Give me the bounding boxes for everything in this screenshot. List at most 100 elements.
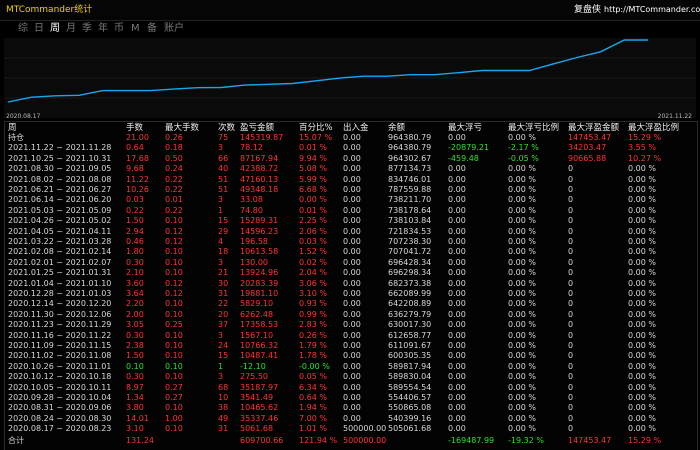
cell: 10766.32 (240, 341, 279, 350)
cell: 0.00 % (508, 330, 536, 340)
column-header: 最大手数 (165, 123, 200, 133)
cell: 6.34 % (299, 382, 327, 392)
cell: 0.00 (343, 237, 361, 246)
cell: 0.00 % (508, 351, 536, 361)
tab[interactable]: 周 (50, 23, 60, 34)
cell: 2.25 % (299, 216, 327, 226)
cell: 0.00 (448, 133, 466, 142)
cell: 0.00 % (628, 361, 656, 371)
cell: 3.10 % (299, 289, 327, 298)
tab[interactable]: M (131, 23, 140, 34)
cell: 0 (568, 382, 574, 392)
cell: 0.22 (165, 185, 183, 194)
cell: 662089.99 (388, 289, 432, 298)
cell: 51 (218, 174, 229, 184)
cell: 0.00 (448, 195, 466, 205)
tab[interactable]: 日 (34, 23, 44, 34)
cell: 0.00 % (508, 237, 536, 246)
cell: 10487.41 (240, 351, 279, 361)
cell: 0.10 (165, 247, 183, 257)
tab[interactable]: 备 (147, 23, 157, 34)
cell: 0 (568, 226, 574, 236)
cell: 0.10 (165, 403, 183, 413)
tab[interactable]: 综 (18, 23, 28, 34)
cell: 696298.34 (388, 268, 432, 278)
cell: 0.00 % (508, 226, 536, 236)
cell: 0 (568, 299, 574, 309)
cell: 87167.94 (240, 153, 279, 163)
tab[interactable]: 币 (114, 23, 124, 34)
cell: 0.00 (343, 216, 361, 226)
tab[interactable]: 月 (66, 23, 76, 34)
column-header: 最大浮盈金额 (568, 123, 620, 133)
cell: 9.68 (126, 164, 144, 174)
cell: 589817.94 (388, 361, 432, 371)
cell: 0.00 % (628, 216, 656, 226)
cell: 0 (568, 257, 574, 267)
cell: 4 (218, 237, 224, 246)
tab[interactable]: 账户 (164, 23, 184, 34)
cell: 0.00 % (628, 268, 656, 278)
cell: 0.00 (343, 247, 361, 257)
cell: 1.94 % (299, 403, 327, 413)
cell: 0.10 (165, 257, 183, 267)
cell: 0 (568, 278, 574, 288)
cell: 877134.73 (388, 164, 432, 174)
cell: 0 (568, 351, 574, 361)
cell: 2.04 % (299, 268, 327, 278)
cell: 8.97 (126, 382, 144, 392)
cell: 2.38 (126, 341, 144, 350)
cell: 5829.10 (240, 299, 274, 309)
cell: 3.64 (126, 289, 144, 298)
row-label: 2021.03.22 ~ 2021.03.28 (8, 237, 112, 246)
cell: 0.00 % (508, 320, 536, 330)
cell: 505061.68 (388, 424, 432, 434)
cell: 1.50 (126, 216, 144, 226)
cell: 0.50 (165, 153, 183, 163)
cell: 22 (218, 299, 229, 309)
cell: 3.55 % (628, 143, 656, 153)
cell: 29 (218, 226, 229, 236)
cell: 1.00 (165, 413, 183, 423)
cell: 0 (568, 195, 574, 205)
cell: 0.00 (448, 247, 466, 257)
row-label: 2021.10.25 ~ 2021.10.31 (8, 153, 112, 163)
cell: 196.58 (240, 237, 268, 246)
cell: 0 (568, 424, 574, 434)
cell: 0.00 % (508, 361, 536, 371)
cell: 0.00 (343, 153, 361, 163)
cell: 0.12 (165, 278, 183, 288)
cell: 0.00 (448, 278, 466, 288)
row-label: 2021.01.25 ~ 2021.01.31 (8, 268, 112, 278)
cell: 0.00 (343, 195, 361, 205)
cell: 5.99 % (299, 174, 327, 184)
cell: 24 (218, 341, 229, 350)
cell: 0.00 % (508, 185, 536, 194)
brand: 复盘侠 (574, 5, 602, 15)
cell: 0.22 (126, 205, 144, 215)
cell: 0 (568, 372, 574, 382)
cell: 0.00 (448, 309, 466, 319)
cell: 74.80 (240, 205, 263, 215)
tab[interactable]: 季 (82, 23, 92, 34)
row-label: 2020.10.12 ~ 2020.10.18 (8, 372, 112, 382)
cell: 0.00 (343, 403, 361, 413)
cell: 834746.01 (388, 174, 432, 184)
cell: 0.00 % (508, 205, 536, 215)
cell: 0.00 (343, 257, 361, 267)
cell: 3.80 (126, 403, 144, 413)
tab[interactable]: 年 (98, 23, 108, 34)
row-label: 2021.02.01 ~ 2021.02.07 (8, 257, 112, 267)
brand-url[interactable]: http://MTCommander.com (604, 5, 700, 14)
cell: 147453.47 (568, 133, 612, 142)
cell: 0 (568, 413, 574, 423)
cell: 0.00 (343, 330, 361, 340)
cell: 0.03 % (299, 237, 327, 246)
row-label: 2020.08.31 ~ 2020.09.06 (8, 403, 112, 413)
cell: 0.00 (448, 268, 466, 278)
cell: 0.00 % (508, 372, 536, 382)
cell: 1.79 % (299, 341, 327, 350)
cell: 738211.70 (388, 195, 432, 205)
cell: 33.08 (240, 195, 263, 205)
